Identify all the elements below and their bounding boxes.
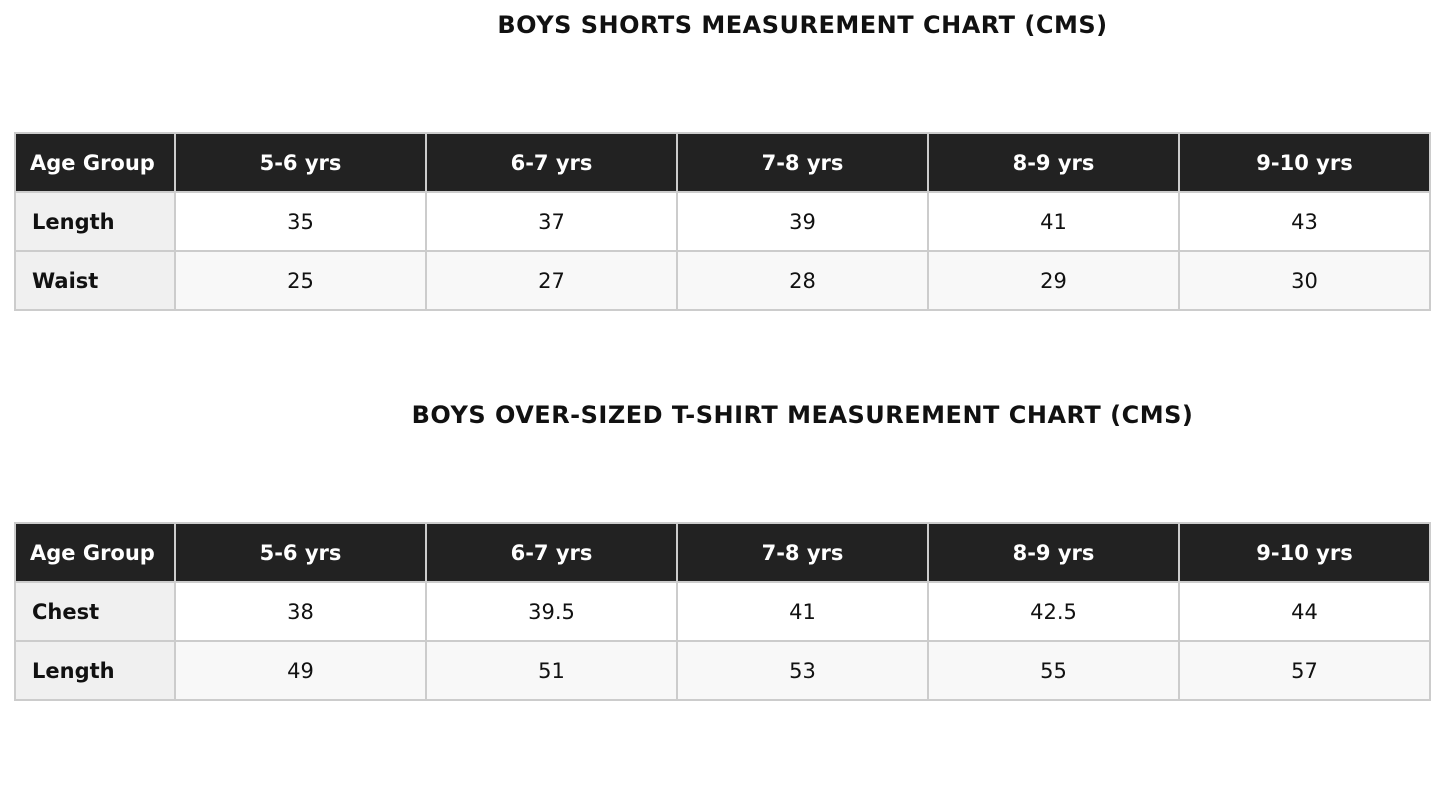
cell: 39.5 [425,581,678,642]
cell: 35 [174,191,427,252]
header-cell: 8-9 yrs [927,132,1180,193]
header-cell: Age Group [14,522,176,583]
cell: 25 [174,250,427,311]
cell: 43 [1178,191,1431,252]
cell: 53 [676,640,929,701]
row-label: Length [14,640,176,701]
data-row: Length 35 37 39 41 43 [14,191,1431,252]
measurement-table: Age Group 5-6 yrs 6-7 yrs 7-8 yrs 8-9 yrs 9-1… [14,522,1431,701]
cell: 55 [927,640,1180,701]
cell: 27 [425,250,678,311]
header-cell: 5-6 yrs [174,522,427,583]
cell: 41 [927,191,1180,252]
cell: 39 [676,191,929,252]
cell: 28 [676,250,929,311]
table-title: BOYS OVER-SIZED T-SHIRT MEASUREMENT CHAR… [411,401,1194,429]
data-row: Chest 38 39.5 41 42.5 44 [14,581,1431,642]
header-cell: 9-10 yrs [1178,522,1431,583]
row-label: Waist [14,250,176,311]
row-label: Length [14,191,176,252]
cell: 41 [676,581,929,642]
cell: 37 [425,191,678,252]
cell: 38 [174,581,427,642]
cell: 42.5 [927,581,1180,642]
data-row: Waist 25 27 28 29 30 [14,250,1431,311]
row-label: Chest [14,581,176,642]
table-title: BOYS SHORTS MEASUREMENT CHART (CMS) [497,11,1108,39]
header-cell: 5-6 yrs [174,132,427,193]
cell: 30 [1178,250,1431,311]
data-row: Length 49 51 53 55 57 [14,640,1431,701]
header-cell: 7-8 yrs [676,132,929,193]
header-row: Age Group 5-6 yrs 6-7 yrs 7-8 yrs 8-9 yrs 9-1… [14,132,1431,193]
cell: 57 [1178,640,1431,701]
measurement-table: Age Group 5-6 yrs 6-7 yrs 7-8 yrs 8-9 yrs 9-1… [14,132,1431,311]
cell: 49 [174,640,427,701]
header-cell: 8-9 yrs [927,522,1180,583]
header-cell: 9-10 yrs [1178,132,1431,193]
header-row: Age Group 5-6 yrs 6-7 yrs 7-8 yrs 8-9 yrs 9-1… [14,522,1431,583]
cell: 44 [1178,581,1431,642]
header-cell: 7-8 yrs [676,522,929,583]
header-cell: 6-7 yrs [425,522,678,583]
cell: 29 [927,250,1180,311]
cell: 51 [425,640,678,701]
header-cell: Age Group [14,132,176,193]
header-cell: 6-7 yrs [425,132,678,193]
